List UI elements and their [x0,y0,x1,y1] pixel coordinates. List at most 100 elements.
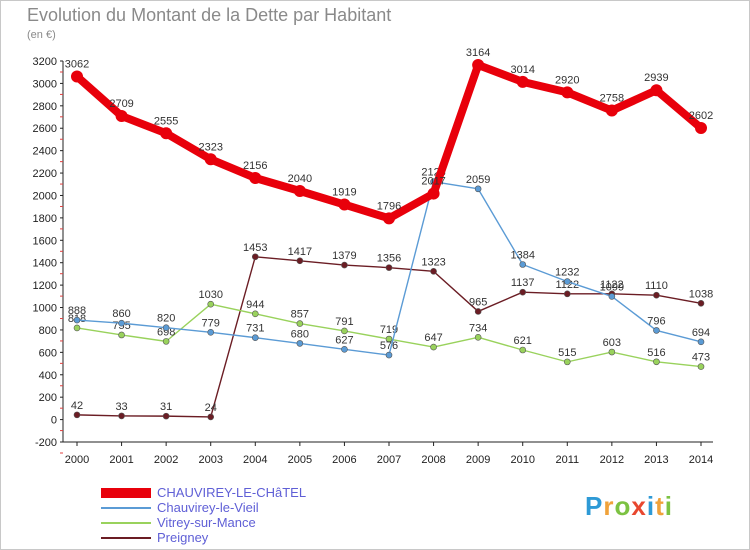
data-point [385,335,393,343]
data-label: 1122 [600,279,624,291]
data-label: 621 [514,335,532,347]
data-label: 2555 [154,115,178,127]
data-label: 965 [469,296,487,308]
data-label: 734 [469,322,487,334]
data-label: 1030 [198,289,222,301]
y-tick-label: 3200 [33,56,57,68]
data-point [474,308,482,315]
data-label: 719 [380,324,398,336]
data-label: 2059 [466,174,490,186]
data-point [653,327,660,334]
line-chart: -200 0 200 400 600 800 1000 1200 1400 1600 1800 200… [33,47,714,466]
data-point [341,346,348,353]
data-label: 515 [558,347,576,359]
data-point [115,110,128,123]
data-point [697,363,705,370]
legend-label: Vitrey-sur-Mance [157,515,256,530]
data-label: 888 [68,305,86,317]
x-tick-label: 2014 [689,454,713,466]
data-point [249,171,262,184]
data-point [561,86,574,99]
logo-letter: o [614,491,632,521]
y-tick-label: 2400 [33,146,57,158]
data-point [385,351,393,359]
data-point [519,261,527,268]
data-point [697,299,705,307]
data-label: 1417 [288,246,312,258]
data-point [251,253,259,261]
x-tick-label: 2004 [243,454,267,466]
data-point [653,291,660,299]
data-label: 33 [115,401,127,413]
data-label: 516 [647,347,665,359]
y-tick-label: 800 [39,325,57,337]
legend-swatch [101,537,151,539]
y-tick-label: 3000 [33,78,57,90]
y-tick-label: 1400 [33,258,57,270]
data-point [162,338,170,345]
data-label: 860 [112,308,130,320]
data-label: 694 [692,327,710,339]
x-tick-label: 2005 [288,454,312,466]
data-point [341,261,348,269]
legend-swatch [101,522,151,524]
data-point [293,184,306,197]
logo-letter: P [585,491,604,521]
data-point [608,293,616,300]
data-point [608,348,616,356]
data-label: 796 [647,315,665,327]
data-label: 1323 [421,256,445,268]
data-point [563,290,571,298]
x-tick-label: 2000 [65,454,89,466]
data-point [472,59,485,72]
data-point [296,340,304,347]
data-point [519,288,527,296]
data-point [296,257,304,265]
x-tick-label: 2012 [600,454,624,466]
data-label: 1137 [511,277,535,289]
chart-title: Evolution du Montant de la Dette par Hab… [27,5,392,25]
data-label: 2017 [421,176,445,188]
data-point [251,310,259,318]
data-label: 42 [71,400,83,412]
data-label: 1356 [377,253,401,265]
y-tick-label: 1800 [33,213,57,225]
y-tick-label: 2200 [33,168,57,180]
data-label: 2920 [555,74,579,86]
data-point [427,187,440,200]
data-point [251,334,259,341]
data-point [605,104,618,117]
data-point [430,268,437,275]
y-tick-label: 600 [39,347,57,359]
data-point [118,331,125,339]
data-point [71,70,83,83]
data-point [695,122,707,135]
data-label: 2602 [689,110,713,122]
data-point [383,212,395,225]
data-point [430,343,437,351]
data-label: 680 [291,328,309,340]
y-tick-label: 2600 [33,123,57,135]
data-label: 2323 [198,141,222,153]
data-point [204,153,217,166]
data-point [385,264,393,271]
data-label: 820 [157,313,175,325]
data-label: 1379 [332,250,356,262]
data-label: 857 [291,309,309,321]
data-point [160,127,173,140]
legend-label: CHAUVIREY-LE-CHâTEL [157,485,307,500]
x-tick-label: 2003 [198,454,222,466]
data-label: 2156 [243,160,267,172]
data-label: 698 [157,326,175,338]
data-label: 3164 [466,47,490,59]
data-point [563,278,571,285]
data-point [516,75,529,88]
proxiti-logo: Proxiti [585,491,673,522]
data-point [118,412,125,420]
data-label: 1453 [243,242,267,254]
data-label: 627 [335,334,353,346]
data-label: 1122 [555,279,579,291]
x-tick-label: 2002 [154,454,178,466]
data-label: 2939 [644,72,668,84]
